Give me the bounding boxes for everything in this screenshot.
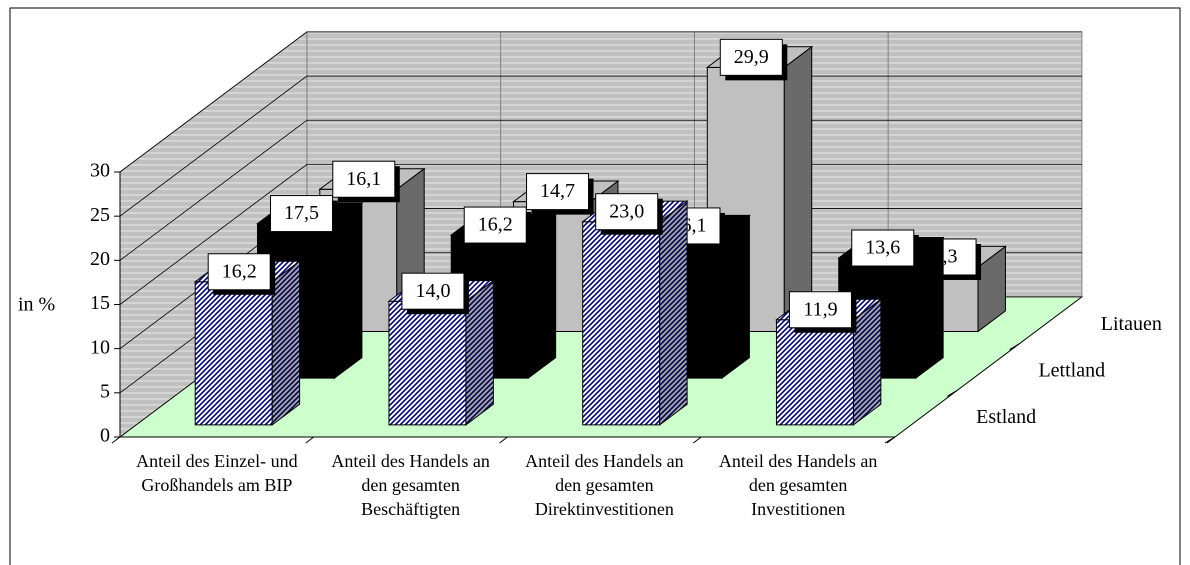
x-tick-label: Anteil des Handels an den gesamten Besch… <box>331 451 490 519</box>
data-label-text: 13,6 <box>865 237 900 259</box>
data-label: 29,9 <box>719 38 788 81</box>
bar-front <box>582 221 661 426</box>
data-label-text: 11,9 <box>803 298 837 320</box>
bar-front <box>388 300 467 426</box>
bar-side-shade <box>659 201 688 425</box>
data-label-box <box>595 193 659 231</box>
data-label: 16,1 <box>332 160 400 203</box>
x-tick-label-box: Anteil des Handels an den gesamten Direk… <box>525 451 684 519</box>
depth-tick <box>1009 343 1020 351</box>
bar-side-shade <box>272 261 300 425</box>
depth-tick <box>947 389 958 397</box>
data-label-text: 16,2 <box>478 214 513 236</box>
bar-side <box>333 202 363 380</box>
bar-side <box>527 213 557 380</box>
data-label-text: 17,5 <box>284 202 319 224</box>
data-label-box <box>332 160 396 198</box>
x-tick <box>111 436 121 444</box>
x-tick <box>305 436 315 444</box>
grid-line <box>119 75 1082 217</box>
y-tick-label: 5 <box>100 380 110 402</box>
y-tick-label: 15 <box>90 292 110 314</box>
data-label: 14,7 <box>526 173 594 215</box>
data-label: 17,5 <box>269 195 338 237</box>
bar-front <box>775 319 854 426</box>
x-tick-label: Anteil des Einzel- und Großhandels am BI… <box>136 451 298 495</box>
x-tick-label-box: Anteil des Einzel- und Großhandels am BI… <box>136 451 298 495</box>
x-tick <box>886 436 896 444</box>
data-label-text: 29,9 <box>734 46 769 68</box>
x-tick <box>499 436 508 444</box>
x-tick <box>692 436 702 444</box>
data-label: 11,9 <box>788 291 857 333</box>
data-label: 16,2 <box>207 253 276 295</box>
data-label-text: 16,2 <box>222 260 257 282</box>
data-label-box <box>463 206 527 244</box>
legend-label: Lettland <box>1038 360 1105 382</box>
data-label-box <box>526 173 590 211</box>
data-label-box <box>851 229 915 267</box>
y-tick-label: 10 <box>90 336 110 358</box>
data-label-text: 14,7 <box>540 180 575 202</box>
data-label-text: 14,0 <box>415 280 450 302</box>
bar-side-shade <box>853 299 881 425</box>
y-tick-label: 30 <box>90 160 110 182</box>
x-tick-label: Anteil des Handels an den gesamten Direk… <box>525 451 684 519</box>
y-axis-label: in % <box>18 294 55 316</box>
data-label: 14,0 <box>401 272 469 315</box>
grid-line <box>119 31 1082 173</box>
x-tick-label-box: Anteil des Handels an den gesamten Inves… <box>718 451 878 519</box>
data-label-box <box>269 195 333 233</box>
y-tick-label: 0 <box>100 425 110 447</box>
data-label-box <box>788 291 852 329</box>
data-label: 23,0 <box>595 193 663 235</box>
data-label: 16,2 <box>463 206 532 249</box>
y-tick-label: 25 <box>90 204 110 226</box>
data-label: 13,6 <box>851 229 919 272</box>
x-tick-label: Anteil des Handels an den gesamten Inves… <box>718 451 878 519</box>
data-label-text: 23,0 <box>609 200 644 222</box>
data-label-text: 16,1 <box>346 168 381 190</box>
y-tick-label: 20 <box>90 248 110 270</box>
bar-side <box>915 236 944 380</box>
legend-label: Litauen <box>1101 313 1162 335</box>
data-label-box <box>401 272 465 310</box>
grid-line <box>119 163 1082 305</box>
x-tick-label-box: Anteil des Handels an den gesamten Besch… <box>331 451 490 519</box>
bar-side <box>783 45 813 333</box>
grid-line <box>119 119 1082 261</box>
data-label-box <box>719 38 783 76</box>
data-label-box <box>207 253 271 291</box>
legend-label: Estland <box>976 406 1036 428</box>
bar-side <box>721 214 750 380</box>
bar-side-shade <box>465 280 494 425</box>
bar-front <box>194 281 273 426</box>
